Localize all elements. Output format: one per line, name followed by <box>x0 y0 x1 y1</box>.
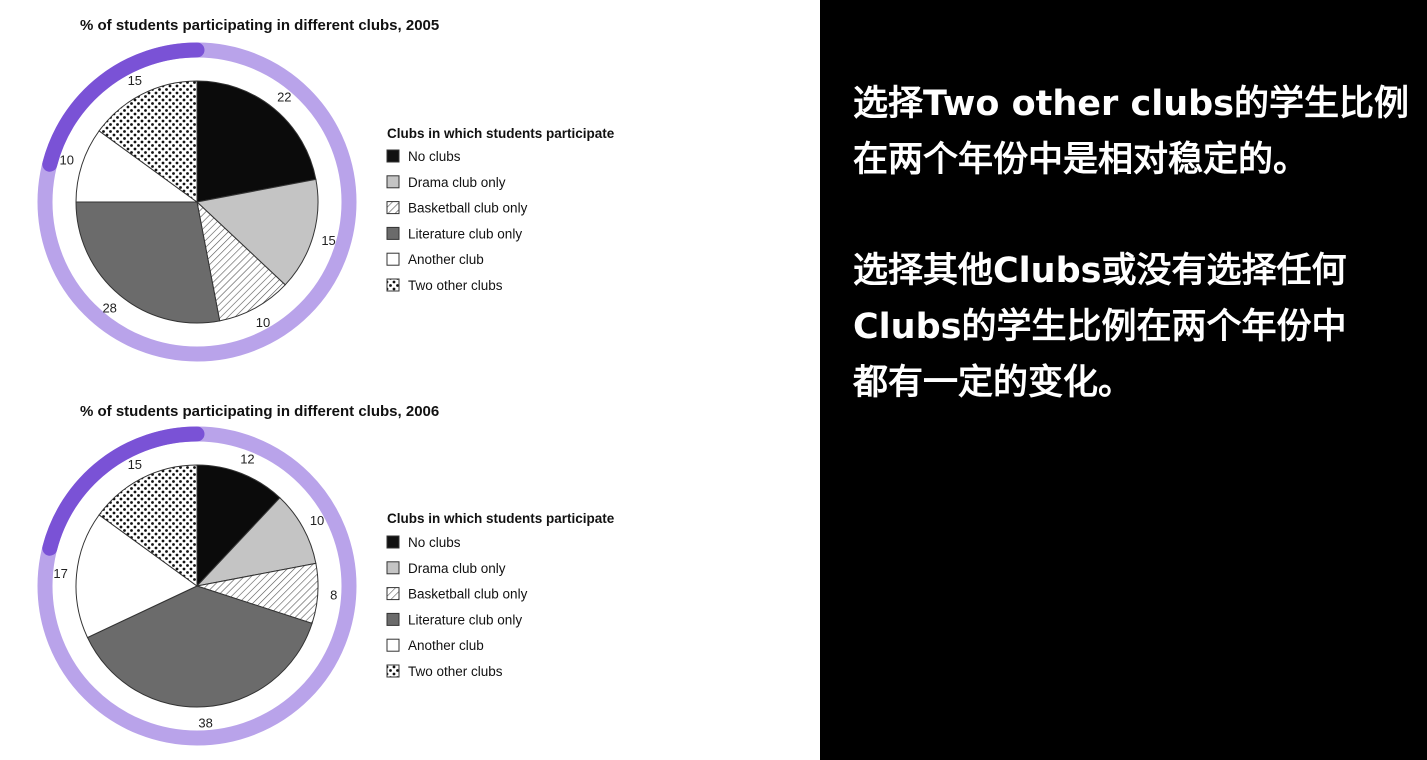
progress-ring-highlight <box>42 42 205 172</box>
legend-item-label: Literature club only <box>408 226 522 241</box>
pie-chart-2: % of students participating in different… <box>37 403 615 746</box>
chart-title: % of students participating in different… <box>80 17 439 34</box>
note-line: 都有一定的变化。 <box>853 363 1134 403</box>
slice-value-label: 15 <box>128 73 142 88</box>
legend-item-label: No clubs <box>408 535 461 550</box>
slice-value-label: 10 <box>59 153 73 168</box>
note-stable-two-other-clubs: 选择Two other clubs的学生比例 在两个年份中是相对稳定的。 <box>853 76 1409 188</box>
legend-swatch <box>386 226 400 240</box>
note-line: 选择Two other clubs的学生比例 <box>853 84 1410 124</box>
annotation-panel <box>820 0 1427 760</box>
pie-slice-drama-club-only <box>195 178 319 286</box>
legend-item-label: Drama club only <box>408 561 506 576</box>
pie-slice-drama-club-only <box>195 497 317 587</box>
legend-swatch <box>386 252 400 266</box>
progress-ring-highlight <box>42 426 205 556</box>
legend-swatch <box>386 149 400 163</box>
slice-value-label: 10 <box>310 513 324 528</box>
legend-item-label: Basketball club only <box>408 587 528 602</box>
pie-charts: % of students participating in different… <box>37 17 615 746</box>
pie-slice-two-other-clubs <box>98 80 198 203</box>
pie-slice-another-club <box>75 514 198 639</box>
legend-swatch <box>386 201 400 215</box>
legend-item-label: Another club <box>408 252 484 267</box>
legend-item-label: Another club <box>408 638 484 653</box>
slice-value-label: 15 <box>321 233 335 248</box>
legend-swatch <box>386 587 400 601</box>
legend-item-label: No clubs <box>408 149 461 164</box>
slice-value-label: 10 <box>256 315 270 330</box>
pie-slice-two-other-clubs <box>98 464 198 587</box>
slice-value-label: 28 <box>102 301 116 316</box>
pie-slice-literature-club-only <box>86 585 313 708</box>
pie-slice-another-club <box>75 130 199 203</box>
legend-swatch <box>386 664 400 678</box>
legend-title: Clubs in which students participate <box>387 126 615 141</box>
chart-panel: % of students participating in different… <box>37 17 615 746</box>
chart-title: % of students participating in different… <box>80 403 439 420</box>
legend-swatch <box>386 638 400 652</box>
legend-item-label: Drama club only <box>408 175 506 190</box>
legend-swatch <box>386 561 400 575</box>
legend-item-label: Literature club only <box>408 612 522 627</box>
legend-item-label: Basketball club only <box>408 201 528 216</box>
slice-value-label: 22 <box>277 89 291 104</box>
note-line: 选择其他Clubs或没有选择任何 <box>853 251 1347 291</box>
legend-swatch <box>386 612 400 626</box>
pie-slice-literature-club-only <box>75 201 221 324</box>
legend-swatch <box>386 278 400 292</box>
legend-item-label: Two other clubs <box>408 278 503 293</box>
legend-swatch <box>386 175 400 189</box>
slice-value-label: 8 <box>330 588 337 603</box>
legend-swatch <box>386 535 400 549</box>
note-line: Clubs的学生比例在两个年份中 <box>853 307 1347 347</box>
legend-title: Clubs in which students participate <box>387 511 615 526</box>
pie-slice-no-clubs <box>196 464 281 588</box>
note-changes-other-clubs: 选择其他Clubs或没有选择任何 Clubs的学生比例在两个年份中 都有一定的变… <box>853 243 1347 411</box>
pie-slice-no-clubs <box>196 80 317 203</box>
slice-value-label: 12 <box>240 452 254 467</box>
pie-slice-basketball-club-only <box>196 200 286 322</box>
slice-value-label: 15 <box>128 457 142 472</box>
pie-chart-1: % of students participating in different… <box>37 17 615 362</box>
slice-value-label: 38 <box>198 716 212 731</box>
slice-value-label: 17 <box>53 566 67 581</box>
legend-item-label: Two other clubs <box>408 664 503 679</box>
note-line: 在两个年份中是相对稳定的。 <box>853 140 1309 180</box>
